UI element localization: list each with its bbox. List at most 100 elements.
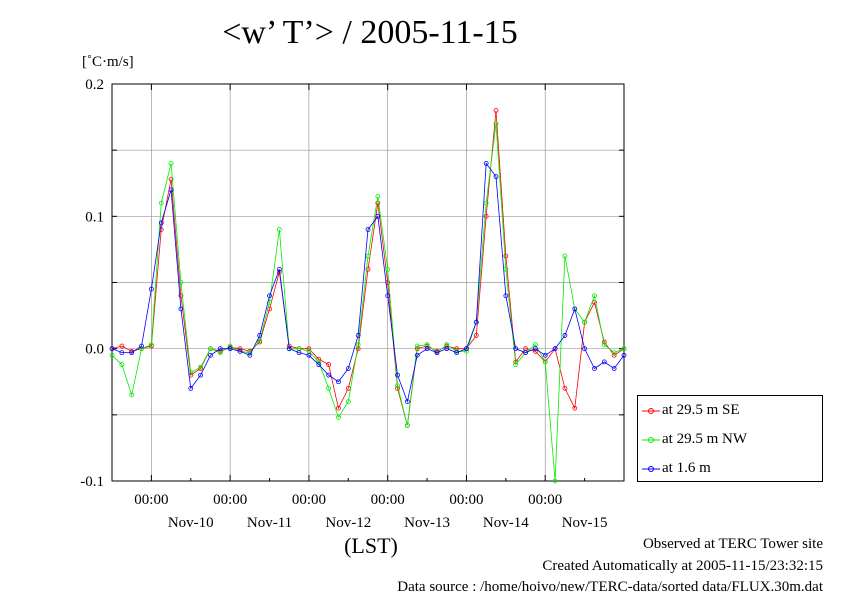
data-point (129, 350, 135, 356)
legend-label-nw: at 29.5 m NW (662, 431, 747, 447)
data-point (385, 293, 391, 299)
data-point (306, 346, 312, 352)
data-point (542, 359, 548, 365)
x-date-label: Nov-11 (247, 515, 292, 531)
series-0 (109, 108, 627, 428)
data-point (336, 379, 341, 385)
legend-marker-1-6m-icon (642, 466, 660, 472)
data-point (286, 346, 292, 352)
data-point (227, 346, 233, 352)
footer-observed: Observed at TERC Tower site (642, 536, 823, 552)
x-tick-label: 00:00 (213, 492, 247, 508)
series-line (111, 162, 625, 404)
data-point (365, 227, 371, 232)
data-point (345, 366, 351, 371)
data-point (139, 343, 144, 349)
data-point (178, 293, 184, 299)
data-point (464, 348, 469, 354)
data-point (621, 352, 627, 358)
legend-marker-se-icon (642, 408, 660, 414)
data-point (139, 346, 144, 352)
x-date-label: Nov-10 (168, 515, 214, 531)
data-point (148, 286, 154, 292)
x-tick-label: 00:00 (292, 492, 326, 508)
data-point (355, 342, 361, 348)
x-date-label: Nov-15 (562, 515, 608, 531)
data-point (493, 108, 499, 113)
data-point (217, 346, 223, 352)
data-point (375, 194, 381, 199)
data-point (119, 362, 125, 367)
data-point (483, 213, 489, 219)
x-tick-label: 00:00 (371, 492, 405, 508)
series-group (109, 108, 627, 484)
data-point (454, 350, 460, 356)
data-point (601, 342, 607, 348)
data-point (404, 399, 410, 405)
legend-label-se: at 29.5 m SE (662, 402, 740, 418)
data-point (365, 253, 371, 259)
data-point (267, 293, 272, 299)
data-point (119, 350, 125, 356)
y-tick-label: 0.1 (85, 209, 104, 225)
data-point (473, 319, 479, 325)
x-axis-unit: (LST) (344, 533, 398, 558)
data-point (336, 415, 341, 420)
x-date-label: Nov-12 (325, 515, 371, 531)
data-point (552, 478, 558, 484)
data-point (562, 385, 568, 391)
data-point (414, 343, 420, 349)
data-point (168, 160, 174, 166)
data-point (503, 293, 509, 299)
axis-ticks: 00:00Nov-1000:00Nov-1100:00Nov-1200:00No… (80, 77, 624, 531)
data-point (119, 343, 125, 349)
data-point (109, 352, 115, 358)
data-point (276, 266, 282, 272)
x-date-label: Nov-14 (483, 515, 529, 531)
data-point (493, 121, 499, 127)
data-point (208, 352, 213, 358)
data-point (158, 220, 164, 226)
data-point (129, 392, 135, 398)
footer-created: Created Automatically at 2005-11-15/23:3… (542, 558, 823, 574)
series-2 (109, 160, 627, 405)
data-point (483, 200, 489, 206)
data-point (611, 366, 617, 371)
series-1 (109, 121, 627, 484)
data-point (178, 306, 184, 312)
data-point (336, 405, 341, 411)
data-point (227, 343, 233, 349)
data-point (385, 266, 391, 272)
data-point (473, 333, 479, 338)
data-point (375, 200, 381, 206)
legend-marker-nw-icon (642, 437, 660, 443)
data-point (611, 350, 617, 356)
y-tick-label: 0.2 (85, 77, 104, 93)
data-point (562, 333, 568, 338)
y-tick-label: 0.0 (85, 342, 104, 358)
y-axis-unit: [˚C·m/s] (82, 54, 134, 70)
x-tick-label: 00:00 (528, 492, 562, 508)
data-point (414, 352, 420, 358)
data-point (572, 306, 578, 312)
footer-data-source: Data source : /home/hoivo/new/TERC-data/… (397, 579, 823, 595)
data-point (355, 333, 361, 338)
data-point (237, 348, 243, 354)
x-date-label: Nov-13 (404, 515, 450, 531)
data-point (434, 350, 440, 356)
data-point (168, 187, 174, 193)
data-point (395, 383, 400, 389)
legend-label-1-6m: at 1.6 m (662, 460, 711, 476)
data-point (198, 364, 204, 370)
data-point (257, 338, 263, 344)
data-point (621, 346, 627, 352)
legend-item-nw: at 29.5 m NW (638, 430, 824, 450)
data-point (552, 346, 558, 352)
chart-title: <w’ T’> / 2005-11-15 (222, 14, 518, 51)
data-point (523, 350, 528, 356)
data-point (592, 299, 597, 305)
data-point (424, 346, 430, 352)
data-point (562, 253, 568, 259)
data-point (404, 423, 410, 428)
data-point (532, 346, 538, 352)
